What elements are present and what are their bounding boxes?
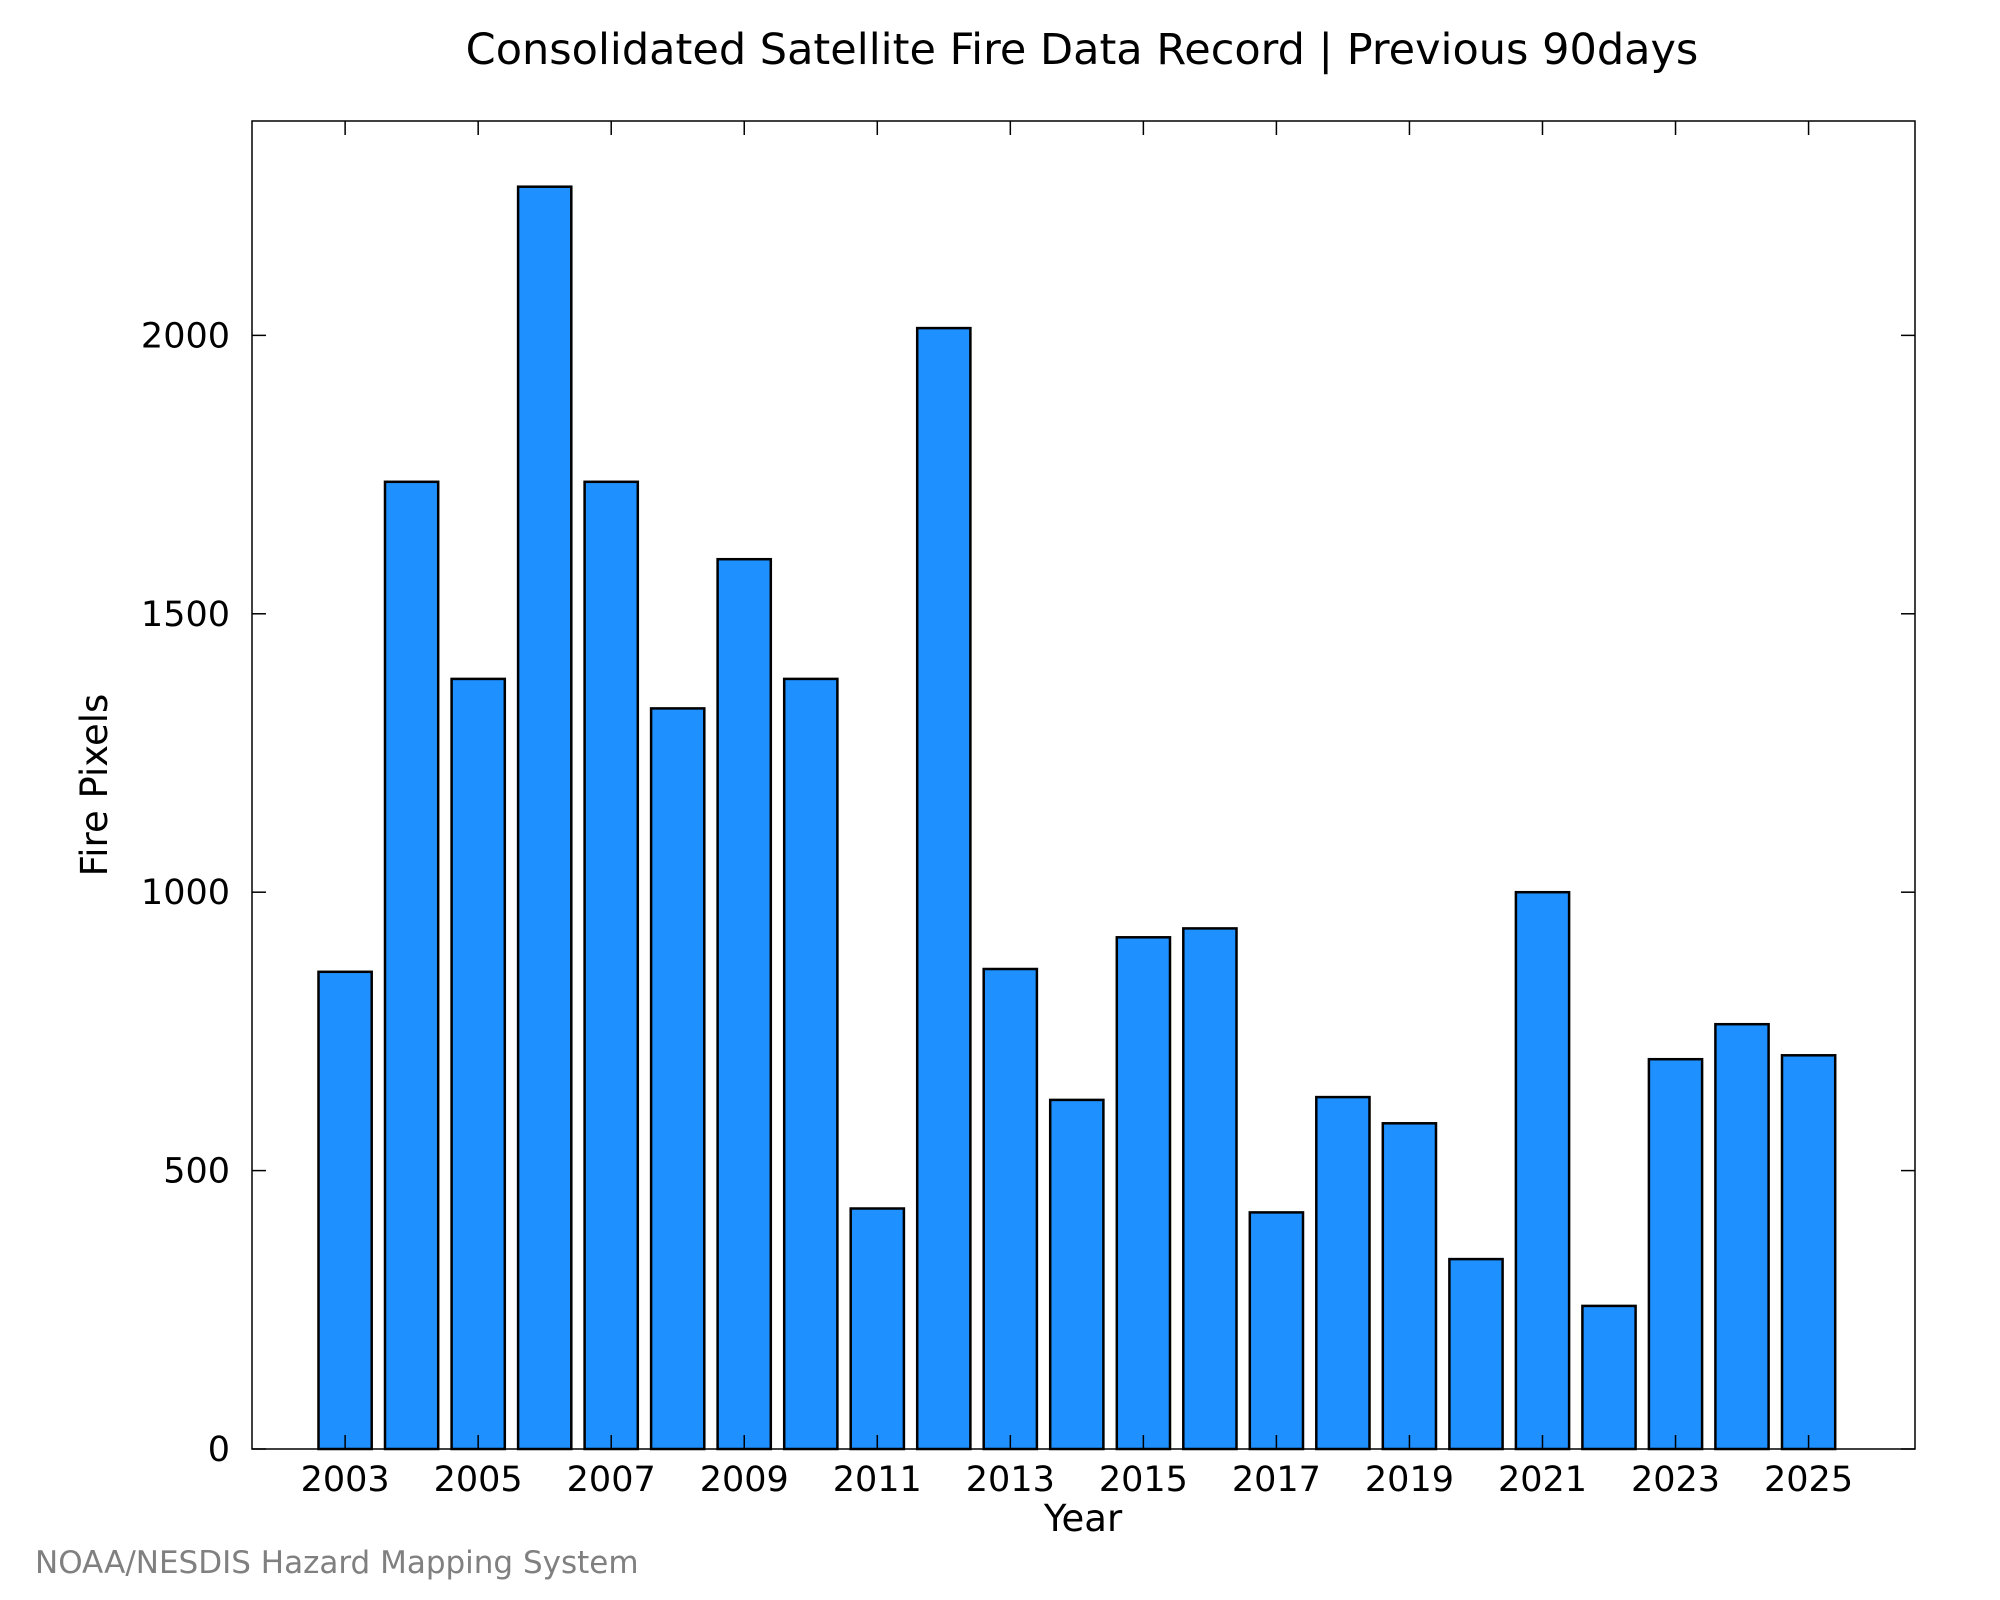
bar-2013 (982, 967, 1039, 1451)
ticks-group: 0 500 1000 1500 2000 2003 2005 2007 2009 2011 2013… (141, 121, 1915, 1500)
x-tick-label-2023: 2023 (1631, 1460, 1720, 1500)
bar-2010 (782, 677, 839, 1451)
y-tick-label-0: 0 (208, 1430, 230, 1470)
bar-2019 (1381, 1122, 1438, 1451)
bar-2016 (1182, 927, 1238, 1451)
plot-frame (251, 120, 1916, 1450)
bar-2024 (1714, 1022, 1770, 1451)
bar-2007 (583, 480, 640, 1451)
y-tick-label-500: 500 (163, 1152, 230, 1192)
bar-2023 (1647, 1057, 1704, 1451)
bar-2021 (1514, 890, 1571, 1451)
x-tick-label-2013: 2013 (966, 1460, 1055, 1500)
bars-group (317, 185, 1837, 1451)
y-axis-label: Fire Pixels (73, 694, 116, 877)
bar-2017 (1248, 1211, 1305, 1451)
x-axis-label: Year (1043, 1497, 1123, 1540)
bar-2022 (1581, 1304, 1637, 1451)
x-tick-label-2019: 2019 (1365, 1460, 1454, 1500)
bar-2011 (849, 1207, 906, 1451)
bar-2009 (716, 557, 773, 1451)
bar-2014 (1048, 1098, 1105, 1451)
x-tick-label-2025: 2025 (1764, 1460, 1853, 1500)
credit-text: NOAA/NESDIS Hazard Mapping System (35, 1545, 639, 1581)
bar-2025 (1780, 1054, 1837, 1451)
x-tick-label-2021: 2021 (1498, 1460, 1587, 1500)
chart-title: Consolidated Satellite Fire Data Record … (466, 25, 1699, 75)
y-tick-label-1000: 1000 (141, 873, 230, 913)
x-tick-label-2003: 2003 (301, 1460, 390, 1500)
bar-2006 (516, 185, 573, 1451)
x-tick-label-2017: 2017 (1232, 1460, 1321, 1500)
x-tick-label-2009: 2009 (700, 1460, 789, 1500)
x-tick-label-2007: 2007 (567, 1460, 656, 1500)
bar-2020 (1448, 1257, 1504, 1451)
x-tick-label-2011: 2011 (833, 1460, 922, 1500)
x-tick-label-2005: 2005 (434, 1460, 523, 1500)
bar-2015 (1115, 936, 1172, 1451)
bar-2003 (317, 970, 373, 1451)
y-tick-label-1500: 1500 (141, 595, 230, 635)
bar-2018 (1315, 1095, 1371, 1451)
y-tick-label-2000: 2000 (141, 316, 230, 356)
x-tick-label-2015: 2015 (1099, 1460, 1188, 1500)
bar-2004 (383, 480, 440, 1451)
bar-2008 (649, 707, 706, 1451)
bar-2012 (915, 326, 972, 1451)
bar-2005 (450, 677, 507, 1451)
